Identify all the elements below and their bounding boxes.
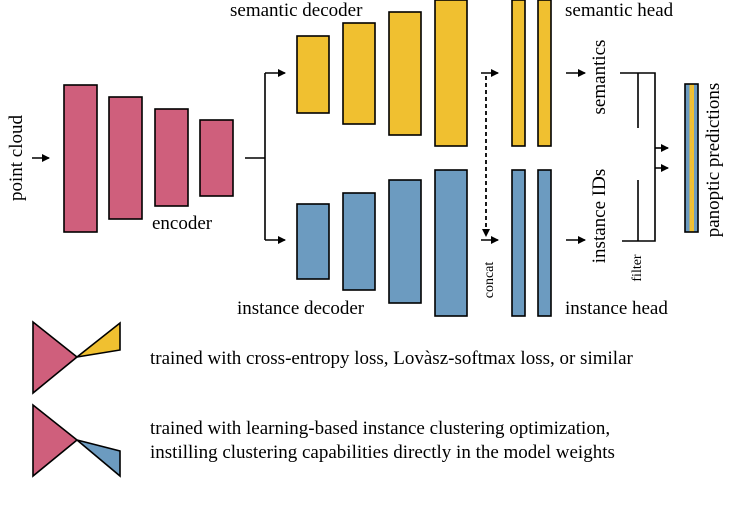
instance-decoder-layer-1 [296, 203, 330, 280]
semantic-head-layer-2 [537, 0, 552, 147]
semantic-head-label: semantic head [565, 0, 674, 21]
encoder-layer-4 [199, 119, 234, 197]
concat-label: concat [482, 262, 497, 299]
semantic-decoder-layer-4 [434, 0, 468, 147]
legend-instance-text-line1: trained with learning-based instance clu… [150, 418, 610, 439]
filter-label: filter [630, 254, 645, 282]
instance-fusion-path [637, 73, 668, 168]
legend-semantic-decoder-triangle [74, 321, 121, 359]
semantic-decoder-layer-1 [296, 35, 330, 114]
legend-semantic-text: trained with cross-entropy loss, Lovàsz-… [150, 348, 634, 369]
semantic-head [511, 0, 552, 147]
encoder [63, 84, 234, 233]
legend-semantic-encoder-triangle [32, 320, 79, 395]
encoder-layer-3 [154, 108, 189, 207]
legend: trained with cross-entropy loss, Lovàsz-… [32, 320, 634, 478]
semantic-head-layer-1 [511, 0, 526, 147]
panoptic-output-border [684, 83, 699, 233]
instance-decoder-layer-2 [342, 192, 376, 291]
instance-head [511, 169, 552, 317]
instance-decoder-layer-3 [388, 179, 422, 304]
legend-instance-encoder-triangle [32, 403, 79, 478]
semantics-label: semantics [589, 40, 610, 115]
semantic-decoder-layer-3 [388, 11, 422, 136]
semantic-decoder-label: semantic decoder [230, 0, 363, 21]
panoptic-output-blue-stripe [685, 84, 690, 232]
panoptic-predictions-label: panoptic predictions [703, 83, 724, 238]
panoptic-output-block [684, 83, 699, 233]
instance-decoder [296, 169, 468, 317]
instance-head-label: instance head [565, 298, 668, 319]
legend-instance-icon [32, 403, 121, 478]
encoder-layer-1 [63, 84, 98, 233]
point-cloud-label: point cloud [6, 114, 27, 201]
legend-instance-decoder-triangle [76, 439, 121, 478]
instance-decoder-layer-4 [434, 169, 468, 317]
instance-head-layer-1 [511, 169, 526, 317]
panoptic-output-blue-stripe-2 [694, 84, 698, 232]
instance-head-layer-2 [537, 169, 552, 317]
encoder-label: encoder [152, 213, 213, 234]
semantic-decoder-layer-2 [342, 22, 376, 125]
legend-instance-text-line2: instilling clustering capabilities direc… [150, 442, 615, 463]
split-connector [245, 73, 266, 240]
semantic-decoder [296, 0, 468, 147]
legend-semantic-icon [32, 320, 121, 395]
instance-ids-label: instance IDs [589, 169, 610, 263]
encoder-layer-2 [108, 96, 143, 220]
instance-decoder-label: instance decoder [237, 298, 365, 319]
